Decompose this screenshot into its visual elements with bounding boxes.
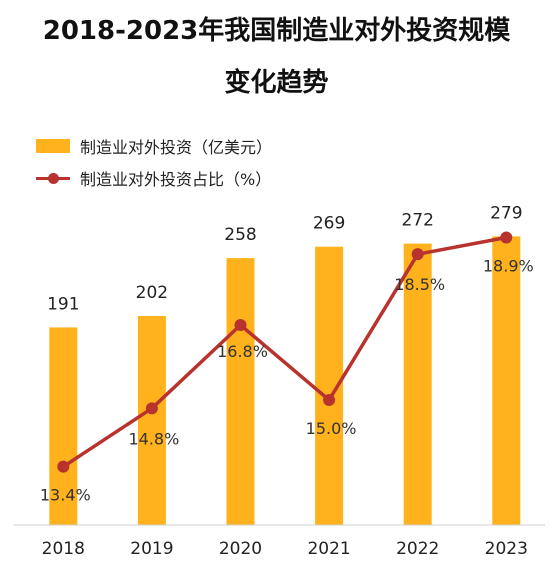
chart-title-line2: 变化趋势 (224, 68, 329, 98)
share-point-2022 (411, 248, 424, 261)
x-tick-label-2023: 2023 (485, 539, 528, 559)
share-point-2019 (145, 402, 158, 415)
x-tick-label-2021: 2021 (307, 539, 350, 559)
share-line (62, 235, 507, 469)
bar-2022 (403, 243, 432, 525)
share-point-2021 (323, 394, 336, 406)
share-value-label-2021: 15.0% (306, 419, 357, 438)
chart-title-line1: 2018-2023年我国制造业对外投资规模 (42, 16, 511, 46)
legend-label-investment: 制造业对外投资（亿美元） (80, 138, 273, 157)
bar-2018 (49, 327, 78, 525)
share-point-2023 (500, 231, 513, 244)
share-value-label-2018: 13.4% (40, 486, 91, 505)
x-tick-label-2019: 2019 (130, 539, 173, 559)
bar-value-label-2018: 191 (47, 294, 79, 314)
share-value-label-2019: 14.8% (128, 429, 179, 448)
legend-item-investment: 制造业对外投资（亿美元） (36, 134, 272, 158)
bar-2020 (226, 258, 255, 525)
legend-item-share: 制造业对外投资占比（%） (36, 166, 271, 190)
bar-value-label-2022: 272 (401, 211, 433, 231)
share-point-2020 (234, 319, 247, 331)
bar-value-label-2021: 269 (313, 214, 345, 234)
bar-2023 (492, 236, 521, 525)
bar-value-label-2020: 258 (224, 225, 256, 245)
bar-value-label-2019: 202 (136, 283, 168, 303)
x-tick-label-2022: 2022 (396, 539, 439, 559)
legend-line-swatch (36, 171, 70, 185)
share-value-label-2022: 18.5% (394, 275, 445, 294)
bar-2019 (137, 316, 166, 525)
share-value-label-2023: 18.9% (483, 257, 534, 276)
share-value-label-2020: 16.8% (217, 342, 268, 361)
x-tick-label-2020: 2020 (219, 539, 262, 559)
bar-value-label-2023: 279 (490, 203, 522, 223)
legend-bar-swatch (36, 139, 70, 153)
legend-label-share: 制造业对外投资占比（%） (80, 170, 272, 189)
share-point-2018 (57, 460, 70, 473)
x-tick-label-2018: 2018 (42, 539, 85, 559)
